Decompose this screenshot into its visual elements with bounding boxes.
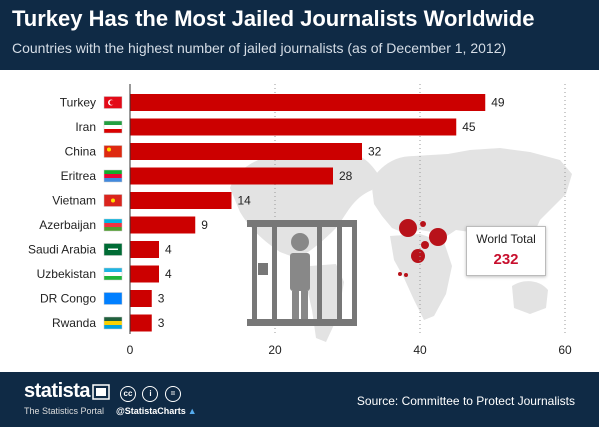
category-label: Saudi Arabia — [28, 243, 96, 257]
header-banner: Turkey Has the Most Jailed Journalists W… — [0, 0, 599, 70]
category-label: Rwanda — [52, 316, 96, 330]
azerbaijan-flag-icon — [103, 218, 123, 232]
value-label: 49 — [491, 96, 505, 110]
chart-title: Turkey Has the Most Jailed Journalists W… — [12, 6, 535, 31]
value-label: 32 — [368, 145, 382, 159]
map-bubble — [411, 249, 425, 263]
twitter-bird-icon: ▲ — [187, 406, 197, 416]
uzbekistan-flag-icon — [103, 267, 123, 281]
statista-logo[interactable]: statista — [24, 380, 91, 402]
map-bubble — [404, 273, 408, 277]
bar-rwanda — [130, 314, 152, 332]
bar-dr-congo — [130, 290, 152, 307]
map-bubble — [421, 241, 429, 249]
eritrea-flag-icon — [103, 169, 123, 183]
no-derivatives-icon: = — [164, 386, 181, 402]
value-label: 28 — [339, 169, 353, 183]
world-total-value: 232 — [493, 251, 519, 268]
value-label: 9 — [201, 218, 208, 232]
category-label: China — [65, 145, 97, 159]
chart-area: Turkey 49 Iran 45 China 32 Eritrea 28 Vietnam 14 A… — [0, 70, 599, 372]
twitter-handle-text: @StatistaCharts — [116, 406, 186, 416]
twitter-handle-link[interactable]: @StatistaCharts ▲ — [116, 406, 197, 416]
value-label: 45 — [462, 120, 476, 134]
chart-subtitle: Countries with the highest number of jai… — [12, 40, 507, 56]
bar-iran — [130, 118, 457, 136]
jailed-person-icon — [247, 220, 357, 326]
statista-tagline: The Statistics Portal — [24, 406, 105, 416]
bar-azerbaijan — [130, 216, 196, 234]
saudi-arabia-flag-icon — [103, 243, 123, 256]
category-label: Vietnam — [52, 194, 96, 208]
bar-uzbekistan — [130, 265, 159, 283]
bar-china — [130, 143, 362, 160]
category-label: Eritrea — [61, 169, 97, 183]
footer: statista The Statistics Portal cc i = @S… — [0, 372, 599, 427]
turkey-flag-icon — [103, 96, 123, 109]
value-label: 4 — [165, 267, 172, 281]
category-label: Azerbaijan — [39, 218, 96, 232]
creative-commons-icon: cc — [120, 386, 136, 402]
world-total-box: World Total 232 — [466, 226, 546, 276]
bar-turkey — [130, 94, 486, 111]
attribution-icon: i — [142, 386, 159, 402]
x-tick-label: 20 — [268, 343, 282, 357]
map-bubble — [398, 272, 402, 276]
rwanda-flag-icon — [103, 316, 123, 330]
world-total-label: World Total — [476, 232, 536, 246]
iran-flag-icon — [103, 120, 123, 134]
category-label: Iran — [75, 120, 96, 134]
map-bubble — [420, 221, 426, 227]
value-label: 4 — [165, 243, 172, 257]
category-label: DR Congo — [40, 292, 96, 306]
value-label: 3 — [158, 292, 165, 306]
x-tick-label: 40 — [413, 343, 427, 357]
value-label: 14 — [238, 194, 252, 208]
x-tick-label: 60 — [558, 343, 572, 357]
x-tick-label: 0 — [127, 343, 134, 357]
bar-saudi-arabia — [130, 241, 159, 258]
map-bubble — [429, 228, 447, 246]
license-icons[interactable]: cc i = — [120, 383, 183, 402]
vietnam-flag-icon — [103, 194, 123, 207]
category-label: Turkey — [60, 96, 96, 110]
map-bubble — [399, 219, 417, 237]
value-label: 3 — [158, 316, 165, 330]
source-note: Source: Committee to Protect Journalists — [356, 394, 575, 408]
china-flag-icon — [103, 145, 123, 158]
category-label: Uzbekistan — [37, 267, 96, 281]
dr-congo-flag-icon — [103, 292, 123, 305]
bar-vietnam — [130, 192, 232, 209]
bar-eritrea — [130, 167, 333, 185]
statista-flag-icon — [92, 384, 110, 400]
